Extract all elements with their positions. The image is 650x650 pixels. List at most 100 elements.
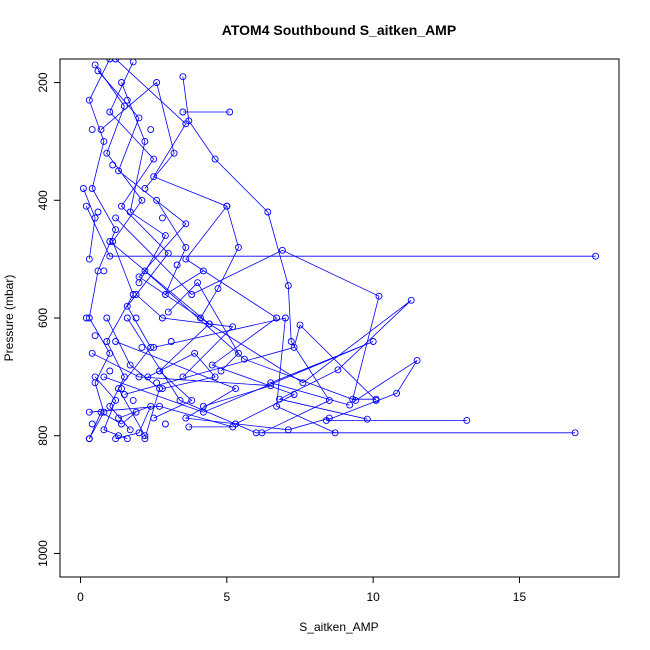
- profile-3-point-9: [141, 432, 149, 440]
- data-point-3: [147, 126, 155, 134]
- profile-14-point-1: [112, 338, 120, 345]
- profile-12-point-3: [252, 429, 260, 437]
- profile-4-point-7: [156, 367, 163, 375]
- profile-5-point-8: [290, 391, 298, 398]
- profile-27-point-3: [118, 420, 125, 428]
- profile-26-point-1: [115, 414, 122, 422]
- profile-2-point-8: [120, 373, 128, 381]
- profile-20-point-4: [141, 185, 149, 192]
- profile-23-point-2: [126, 361, 134, 369]
- profile-line-22: [121, 82, 166, 283]
- profile-19-point-4: [185, 423, 193, 431]
- profile-22-point-4: [161, 232, 169, 240]
- profile-2-point-6: [129, 291, 137, 298]
- profile-line-25: [147, 352, 216, 389]
- profile-6-point-2: [185, 117, 193, 125]
- profile-1-point-2: [85, 96, 93, 104]
- profile-21-point-3: [85, 255, 93, 263]
- profile-line-29: [156, 200, 204, 296]
- profile-3-point-2: [106, 108, 114, 116]
- data-point-8: [132, 314, 140, 322]
- profile-4-point-2: [135, 114, 143, 122]
- profile-30-point-3: [214, 285, 222, 293]
- profile-line-21: [83, 188, 96, 260]
- profile-18-point-3: [229, 323, 237, 331]
- profile-29-point-1: [153, 196, 161, 204]
- profile-line-28: [168, 282, 239, 372]
- profile-11-point-7: [463, 416, 471, 424]
- profile-11-point-1: [141, 267, 149, 275]
- profile-5-point-5: [182, 255, 190, 263]
- profile-17-point-3: [267, 382, 275, 390]
- profile-4-point-8: [188, 396, 196, 404]
- profile-22-point-1: [118, 79, 125, 86]
- profile-30-point-4: [197, 314, 204, 322]
- y-tick-label-1000: 1000: [36, 540, 50, 567]
- profile-line-1: [88, 59, 117, 439]
- profile-13-point-1: [150, 343, 158, 351]
- profile-line-3: [109, 61, 169, 436]
- profile-20-point-2: [153, 79, 161, 86]
- profile-1-point-4: [88, 185, 96, 192]
- profile-25-point-2: [191, 349, 199, 357]
- profile-14-point-2: [232, 385, 240, 393]
- profile-23-point-3: [156, 385, 163, 393]
- data-point-12: [153, 379, 161, 387]
- profile-23-point-1: [103, 314, 111, 322]
- profile-28-point-4: [217, 367, 225, 375]
- plot-clip-region: [79, 59, 600, 443]
- profile-16-point-2: [290, 343, 298, 351]
- x-tick-label-15: 15: [513, 590, 527, 604]
- profile-22-point-2: [141, 137, 149, 145]
- profile-26-point-3: [135, 429, 143, 437]
- profile-1-point-5: [112, 226, 120, 234]
- data-point-7: [100, 267, 108, 275]
- profile-16-point-1: [120, 391, 128, 398]
- profile-line-19: [89, 405, 233, 428]
- profile-1-point-1: [106, 59, 114, 63]
- profile-4-point-1: [94, 67, 102, 75]
- profile-line-10: [109, 241, 412, 420]
- profile-12-point-2: [176, 396, 184, 404]
- profile-5-point-6: [273, 314, 281, 322]
- profile-29-point-4: [199, 267, 207, 275]
- profile-20-point-3: [170, 149, 178, 157]
- y-tick-label-400: 400: [36, 190, 50, 210]
- profile-24-point-2: [112, 396, 120, 404]
- profile-30-point-1: [223, 202, 231, 210]
- profile-18-point-4: [179, 373, 187, 381]
- profile-line-5: [115, 59, 296, 425]
- profile-8-point-1: [82, 202, 90, 210]
- data-point-11: [106, 367, 114, 375]
- profile-1-point-3: [100, 137, 108, 145]
- profile-17-point-1: [88, 349, 96, 357]
- profile-4-point-9: [150, 414, 158, 422]
- profile-line-6: [182, 76, 330, 434]
- profile-6-point-5: [284, 282, 292, 290]
- profile-6-point-4: [264, 208, 272, 216]
- data-point-16: [115, 432, 122, 440]
- profile-3-point-5: [164, 249, 172, 257]
- profile-11-point-2: [240, 355, 248, 363]
- profile-line-11: [144, 270, 467, 421]
- profile-13-point-4: [331, 429, 339, 437]
- profile-11-point-4: [413, 356, 421, 364]
- profile-15-point-4: [267, 379, 275, 387]
- profile-15-point-1: [100, 373, 108, 381]
- profile-9-point-3: [278, 246, 286, 254]
- profile-28-point-3: [235, 349, 242, 357]
- profile-19-point-1: [85, 408, 93, 416]
- profile-19-point-2: [156, 402, 163, 410]
- x-tick-label-0: 0: [77, 590, 84, 604]
- profile-7-point-1: [226, 108, 234, 116]
- profile-28-point-1: [164, 308, 172, 316]
- profile-3-point-8: [115, 385, 122, 393]
- profile-14-point-5: [325, 414, 333, 422]
- profile-10-point-5: [334, 366, 342, 374]
- profile-27-point-4: [132, 408, 140, 416]
- data-point-6: [158, 214, 166, 222]
- profile-28-point-2: [194, 279, 202, 287]
- data-point-2: [88, 126, 96, 134]
- profile-16-point-3: [296, 321, 304, 329]
